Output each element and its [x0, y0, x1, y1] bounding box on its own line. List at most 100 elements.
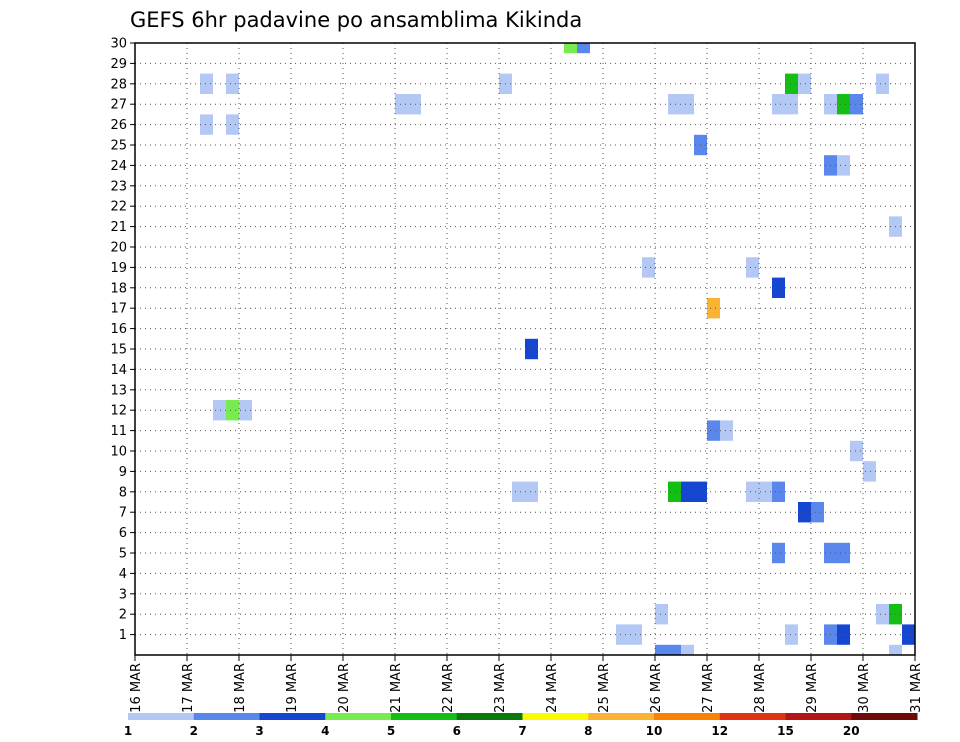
precip-cell	[746, 257, 759, 278]
precip-cell	[785, 94, 798, 115]
precip-cell	[226, 400, 239, 421]
colorbar-swatch	[456, 713, 523, 720]
data-cells	[200, 43, 915, 655]
y-tick-label: 28	[110, 77, 127, 92]
precip-cell	[772, 481, 785, 502]
precip-cell	[746, 481, 759, 502]
y-tick-label: 26	[110, 118, 127, 133]
y-tick-label: 21	[110, 220, 127, 235]
precip-cell	[772, 94, 785, 115]
x-tick-label: 21 MAR	[389, 663, 404, 713]
y-tick-label: 2	[119, 608, 127, 623]
y-tick-label: 30	[110, 37, 127, 52]
precip-cell	[785, 624, 798, 645]
x-tick-label: 25 MAR	[597, 663, 612, 713]
grid	[135, 43, 915, 655]
x-tick-label: 20 MAR	[337, 663, 352, 713]
colorbar-swatch	[654, 713, 721, 720]
y-tick-label: 9	[119, 465, 127, 480]
y-tick-label: 27	[110, 98, 127, 113]
precip-cell	[863, 461, 876, 482]
precip-cell	[213, 400, 226, 421]
y-tick-label: 24	[110, 159, 127, 174]
precip-cell	[668, 644, 681, 655]
precip-cell	[798, 73, 811, 94]
colorbar-swatch	[193, 713, 260, 720]
y-tick-label: 7	[119, 506, 127, 521]
x-tick-label: 24 MAR	[545, 663, 560, 713]
precip-cell	[772, 277, 785, 298]
precip-cell	[512, 481, 525, 502]
precip-cell	[564, 43, 577, 54]
y-tick-label: 1	[119, 628, 127, 643]
y-tick-label: 10	[110, 445, 127, 460]
precip-cell	[707, 420, 720, 441]
precip-cell	[850, 440, 863, 462]
precip-cell	[655, 604, 668, 625]
y-tick-label: 13	[110, 383, 127, 398]
colorbar-label: 6	[453, 724, 461, 738]
y-tick-label: 14	[110, 363, 127, 378]
precip-cell	[655, 644, 668, 655]
y-tick-label: 8	[119, 485, 127, 500]
colorbar-label: 10	[646, 724, 663, 738]
y-tick-label: 20	[110, 241, 127, 256]
x-tick-label: 31 MAR	[909, 663, 924, 713]
y-tick-label: 22	[110, 200, 127, 215]
y-tick-label: 16	[110, 322, 127, 337]
precip-cell	[876, 604, 889, 625]
precip-cell	[525, 481, 538, 502]
precip-cell	[200, 73, 213, 94]
y-tick-label: 3	[119, 587, 127, 602]
precip-cell	[837, 624, 850, 645]
y-tick-label: 4	[119, 567, 127, 582]
precip-cell	[707, 298, 720, 319]
colorbar-label: 15	[777, 724, 794, 738]
precip-cell	[616, 624, 629, 645]
y-tick-label: 5	[119, 547, 127, 562]
precip-cell	[889, 644, 902, 655]
precip-cell	[668, 94, 681, 115]
precip-cell	[681, 94, 694, 115]
colorbar-swatch	[391, 713, 458, 720]
precip-cell	[577, 43, 590, 54]
precip-cell	[772, 542, 785, 564]
colorbar-label: 1	[124, 724, 132, 738]
colorbar: 1 2 3 4 5 6 7 8 10 12 15 20	[124, 713, 918, 738]
precip-cell	[785, 73, 798, 94]
x-tick-label: 16 MAR	[129, 663, 144, 713]
colorbar-swatch	[522, 713, 589, 720]
colorbar-label: 2	[190, 724, 198, 738]
precip-cell	[850, 94, 863, 115]
x-tick-label: 18 MAR	[233, 663, 248, 713]
colorbar-swatch	[719, 713, 786, 720]
y-tick-label: 19	[110, 261, 127, 276]
x-tick-label: 19 MAR	[285, 663, 300, 713]
colorbar-swatch	[785, 713, 852, 720]
colorbar-label: 3	[255, 724, 263, 738]
precip-cell	[395, 94, 408, 115]
colorbar-label: 20	[843, 724, 860, 738]
y-tick-label: 29	[110, 57, 127, 72]
precip-cell	[642, 257, 655, 278]
precip-cell	[200, 114, 213, 135]
precip-cell	[837, 94, 850, 115]
precip-cell	[681, 644, 694, 655]
precip-cell	[681, 481, 694, 502]
precip-cell	[902, 624, 915, 645]
precip-cell	[226, 73, 239, 94]
precip-cell	[226, 114, 239, 135]
precip-cell	[668, 481, 681, 502]
y-tick-label: 12	[110, 404, 127, 419]
y-tick-label: 18	[110, 281, 127, 296]
precip-cell	[525, 338, 538, 360]
y-tick-label: 25	[110, 139, 127, 154]
precip-cell	[876, 73, 889, 94]
precip-cell	[837, 155, 850, 176]
colorbar-label: 5	[387, 724, 395, 738]
x-tick-label: 29 MAR	[805, 663, 820, 713]
y-tick-label: 6	[119, 526, 127, 541]
axes: 1234567891011121314151617181920212223242…	[110, 37, 924, 713]
y-tick-label: 17	[110, 302, 127, 317]
